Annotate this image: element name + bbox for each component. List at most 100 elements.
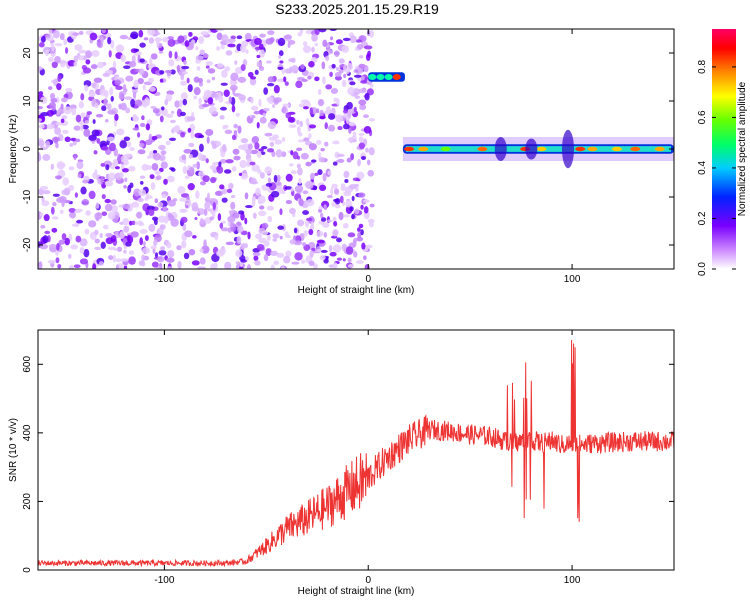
main-line-peak — [418, 146, 429, 152]
noise-blob — [367, 169, 375, 177]
noise-blob — [300, 152, 309, 160]
noise-blob — [61, 233, 67, 241]
noise-blob — [333, 188, 340, 195]
noise-blob — [308, 143, 317, 151]
noise-blob — [123, 225, 130, 233]
noise-blob — [282, 223, 286, 232]
noise-blob — [208, 198, 217, 202]
noise-blob — [151, 162, 159, 171]
noise-blob — [334, 75, 342, 81]
noise-blob — [256, 151, 262, 158]
noise-blob — [332, 262, 338, 269]
noise-blob — [141, 254, 145, 262]
noise-blob — [233, 212, 240, 219]
noise-blob — [290, 170, 297, 175]
noise-blob — [40, 35, 46, 43]
noise-blob — [179, 208, 185, 213]
noise-blob — [343, 170, 350, 179]
noise-blob — [167, 266, 173, 269]
noise-blob — [282, 103, 290, 107]
noise-blob — [258, 66, 265, 71]
noise-blob — [271, 150, 276, 158]
main-line-peak — [575, 146, 586, 152]
noise-blob — [308, 260, 315, 267]
noise-blob — [199, 181, 206, 186]
noise-blob — [77, 173, 82, 178]
noise-blob — [162, 206, 168, 212]
noise-blob — [311, 159, 317, 163]
noise-blob — [38, 152, 41, 161]
noise-blob — [187, 127, 192, 133]
noise-blob — [96, 39, 102, 48]
noise-blob — [240, 259, 247, 263]
main-line-wobble — [525, 138, 538, 160]
noise-blob — [221, 197, 228, 203]
noise-blob — [275, 149, 283, 158]
noise-blob — [73, 153, 77, 161]
noise-blob — [146, 155, 152, 159]
noise-blob — [154, 252, 159, 258]
noise-blob — [61, 115, 68, 120]
noise-blob — [94, 102, 99, 109]
noise-blob — [38, 66, 43, 71]
noise-blob — [258, 210, 267, 217]
noise-blob — [360, 155, 367, 161]
noise-blob — [232, 148, 240, 155]
noise-blob — [268, 136, 277, 141]
noise-blob — [201, 245, 210, 254]
noise-blob — [61, 97, 68, 103]
noise-blob — [160, 161, 168, 169]
noise-blob — [195, 46, 199, 51]
noise-blob — [183, 60, 187, 65]
noise-blob — [59, 59, 66, 68]
noise-blob — [130, 98, 136, 108]
noise-blob — [184, 40, 190, 48]
noise-blob — [358, 142, 365, 149]
noise-blob — [301, 78, 308, 82]
noise-blob — [210, 263, 216, 269]
noise-blob — [308, 124, 317, 129]
noise-blob — [41, 196, 45, 202]
noise-blob — [92, 263, 97, 269]
noise-blob — [130, 31, 139, 39]
noise-blob — [263, 107, 270, 112]
noise-blob — [321, 61, 326, 70]
noise-blob — [296, 147, 303, 152]
noise-blob — [236, 225, 244, 233]
main-line-peak — [654, 146, 665, 152]
noise-blob — [273, 84, 280, 94]
noise-blob — [355, 39, 362, 43]
noise-blob — [236, 235, 242, 245]
noise-blob — [139, 175, 146, 179]
noise-blob — [311, 247, 316, 252]
noise-blob — [233, 123, 239, 129]
noise-blob — [265, 182, 273, 187]
noise-blob — [151, 135, 158, 141]
noise-blob — [323, 204, 327, 209]
noise-blob — [314, 76, 320, 82]
noise-blob — [356, 171, 365, 180]
noise-blob — [283, 34, 292, 40]
noise-blob — [73, 125, 81, 131]
noise-blob — [276, 252, 285, 258]
noise-blob — [220, 82, 228, 86]
noise-blob — [218, 161, 222, 167]
noise-blob — [115, 264, 119, 269]
noise-blob — [92, 119, 96, 125]
noise-blob — [317, 88, 322, 95]
noise-blob — [349, 206, 354, 212]
noise-blob — [261, 145, 268, 150]
noise-blob — [142, 203, 150, 212]
noise-blob — [211, 111, 219, 115]
noise-blob — [94, 212, 103, 220]
noise-blob — [137, 149, 146, 155]
snr-x-label: Height of straight line (km) — [298, 586, 415, 597]
heatmap-y-tick-label: 0 — [22, 146, 33, 152]
snr-x-tick-label: 0 — [365, 575, 371, 586]
noise-blob — [148, 77, 155, 83]
noise-blob — [299, 29, 304, 35]
noise-blob — [212, 161, 220, 166]
noise-blob — [303, 230, 308, 237]
noise-blob — [138, 260, 144, 266]
